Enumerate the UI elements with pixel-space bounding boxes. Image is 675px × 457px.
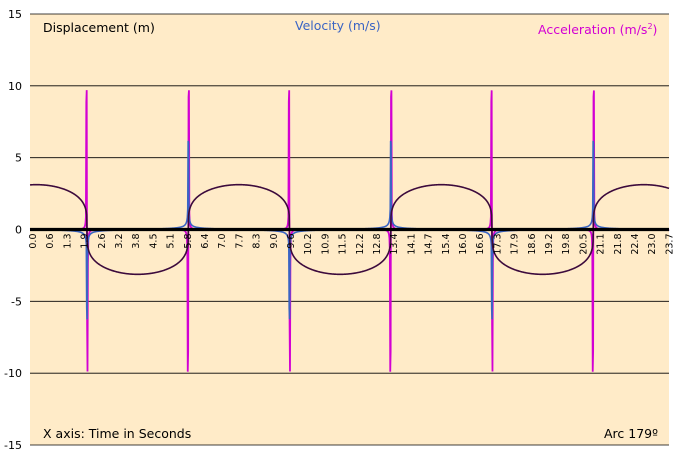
x-tick-label: 14.1 [406,234,417,255]
x-tick-label: 19.8 [561,234,572,255]
acceleration-label-power: 2 [647,22,653,31]
x-tick-label: 12.8 [372,234,383,255]
y-tick-label: -10 [4,367,22,380]
x-tick-label: 18.6 [527,234,538,255]
x-tick-label: 5.1 [166,234,177,249]
x-tick-label: 3.2 [114,234,125,249]
x-tick-label: 14.7 [424,234,435,255]
x-tick-label: 15.4 [441,234,452,255]
x-axis-tick-labels: 0.0 0.6 1.3 1.9 2.6 3.2 3.8 4.5 5.1 5.8 6.4 7.0 7.7 8… [28,234,675,255]
acceleration-label-suffix: ) [652,22,658,37]
y-tick-label: 15 [8,8,22,21]
arc-label: Arc 179º [604,426,659,441]
x-tick-label: 13.4 [389,234,400,255]
x-tick-label: 10.9 [320,234,331,255]
x-tick-label: 7.0 [217,234,228,249]
series-lines [29,90,670,372]
x-tick-label: 23.7 [664,234,675,255]
x-tick-label: 0.0 [28,234,39,249]
x-tick-label: 0.6 [45,234,56,249]
x-tick-label: 16.6 [475,234,486,255]
x-tick-label: 10.2 [303,234,314,255]
x-tick-label: 7.7 [234,234,245,249]
x-tick-label: 9.6 [286,234,297,249]
x-tick-label: 9.0 [269,234,280,249]
x-tick-label: 22.4 [630,234,641,255]
y-axis-tick-labels: -15 -10 -5 0 5 10 15 [4,8,22,452]
y-tick-label: -5 [11,295,22,308]
y-tick-label: 10 [8,80,22,93]
y-tick-label: -15 [4,439,22,452]
x-tick-label: 20.5 [578,234,589,255]
x-tick-label: 21.8 [613,234,624,255]
x-tick-label: 2.6 [97,234,108,249]
x-tick-label: 1.9 [80,234,91,249]
x-axis-note: X axis: Time in Seconds [43,426,192,441]
x-tick-label: 11.5 [338,234,349,255]
y-tick-label: 0 [15,224,22,237]
x-tick-label: 17.9 [510,234,521,255]
x-tick-label: 8.3 [252,234,263,249]
x-tick-label: 21.1 [596,234,607,255]
displacement-label: Displacement (m) [43,20,155,35]
x-tick-label: 5.8 [183,234,194,249]
x-tick-label: 3.8 [131,234,142,249]
x-tick-label: 12.2 [355,234,366,255]
x-tick-label: 1.3 [62,234,73,249]
acceleration-label: Acceleration (m/s2) [538,22,657,37]
x-tick-label: 17.3 [492,234,503,255]
x-tick-label: 6.4 [200,234,211,249]
x-tick-label: 23.0 [647,234,658,255]
x-tick-label: 4.5 [148,234,159,249]
acceleration-label-prefix: Acceleration (m/s [538,22,648,37]
y-tick-label: 5 [15,152,22,165]
displacement-series-line [29,183,670,276]
velocity-label: Velocity (m/s) [295,18,381,33]
x-tick-label: 19.2 [544,234,555,255]
x-tick-label: 16.0 [458,234,469,255]
